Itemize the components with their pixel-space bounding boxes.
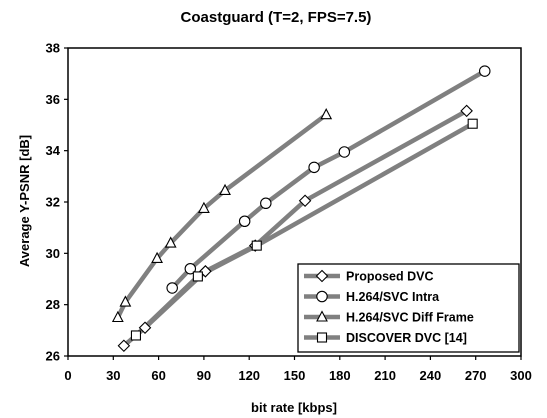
data-point-h-264-svc-intra (479, 65, 491, 77)
x-tick-label: 270 (465, 368, 487, 383)
data-point-h-264-svc-diff-frame (119, 295, 132, 307)
x-tick-label: 30 (106, 368, 120, 383)
y-tick-label: 36 (46, 92, 60, 107)
y-tick-label: 34 (46, 143, 61, 158)
y-tick-label: 38 (46, 41, 60, 56)
data-point-h-264-svc-intra (238, 215, 251, 228)
legend-label-h-264-svc-intra: H.264/SVC Intra (346, 290, 440, 304)
data-point-h-264-svc-diff-frame (164, 236, 177, 248)
data-point-h-264-svc-diff-frame (197, 201, 210, 213)
x-axis-ticks: 0 30 60 90 120 150 180 210 240 270 300 (64, 356, 532, 383)
x-tick-label: 60 (151, 368, 165, 383)
data-point-proposed-dvc (298, 194, 312, 207)
chart-title: Coastguard (T=2, FPS=7.5) (181, 9, 372, 26)
series-line-discover-dvc-14 (133, 121, 475, 338)
y-axis-ticks: 26 28 30 32 34 36 38 (46, 41, 68, 364)
x-tick-label: 120 (238, 368, 260, 383)
legend-marker-proposed-dvc (315, 269, 329, 283)
x-tick-label: 180 (329, 368, 351, 383)
x-axis-label: bit rate [kbps] (251, 400, 337, 415)
legend-marker-h-264-svc-diff-frame (316, 310, 328, 322)
legend-label-proposed-dvc: Proposed DVC (346, 270, 434, 284)
data-point-h-264-svc-intra (184, 262, 197, 275)
data-point-discover-dvc-14 (251, 240, 262, 251)
data-point-h-264-svc-intra (338, 146, 351, 158)
legend-marker-discover-dvc-14 (316, 332, 328, 343)
legend-marker-h-264-svc-intra (316, 290, 328, 303)
data-point-discover-dvc-14 (130, 330, 141, 341)
x-tick-label: 300 (510, 368, 532, 383)
data-point-proposed-dvc (138, 321, 152, 335)
x-tick-label: 150 (284, 368, 306, 383)
data-point-h-264-svc-diff-frame (151, 251, 164, 264)
data-point-proposed-dvc (460, 104, 473, 118)
y-tick-label: 26 (46, 349, 60, 364)
y-axis-label: Average Y-PSNR [dB] (17, 135, 32, 267)
x-tick-label: 0 (64, 368, 71, 383)
data-point-h-264-svc-diff-frame (320, 108, 333, 120)
data-point-h-264-svc-intra (308, 161, 320, 174)
legend: Proposed DVC H.264/SVC Intra H.264/SVC Dif… (297, 263, 520, 353)
data-point-h-264-svc-diff-frame (219, 183, 231, 195)
legend-label-h-264-svc-diff-frame: H.264/SVC Diff Frame (346, 311, 474, 325)
data-point-h-264-svc-diff-frame (111, 310, 124, 323)
y-tick-label: 30 (46, 246, 60, 261)
y-tick-label: 32 (46, 195, 60, 210)
data-point-h-264-svc-intra (166, 282, 178, 294)
data-point-h-264-svc-intra (260, 197, 272, 210)
y-tick-label: 28 (46, 297, 60, 312)
data-point-proposed-dvc (117, 339, 131, 353)
data-point-discover-dvc-14 (192, 271, 203, 282)
series-line-h-264-svc-diff-frame (115, 112, 329, 320)
series-markers (111, 65, 491, 353)
x-tick-label: 210 (374, 368, 396, 383)
x-tick-label: 90 (197, 368, 211, 383)
data-point-discover-dvc-14 (467, 118, 478, 129)
legend-label-discover-dvc-14: DISCOVER DVC [14] (346, 331, 467, 345)
series-line-h-264-svc-intra (169, 68, 488, 291)
x-tick-label: 240 (420, 368, 442, 383)
